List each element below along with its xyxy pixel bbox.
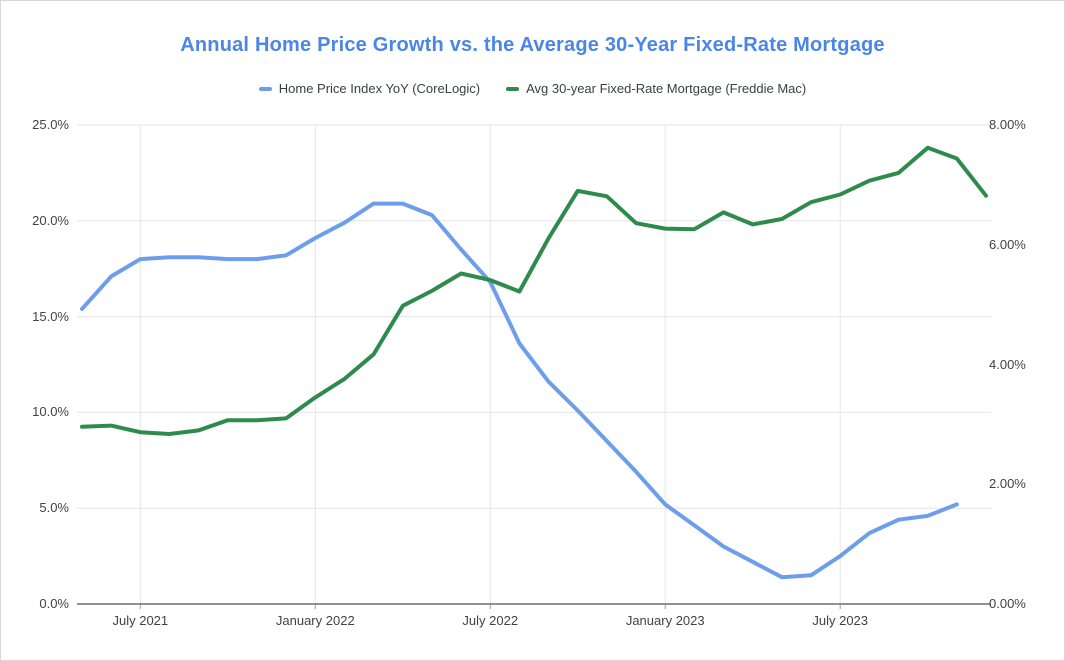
vertical-gridlines <box>139 125 841 609</box>
y-axis-left-tick-label: 10.0% <box>32 404 69 420</box>
legend: Home Price Index YoY (CoreLogic) Avg 30-… <box>1 81 1064 96</box>
y-axis-left-tick-label: 0.0% <box>39 596 69 611</box>
x-axis-tick-label: July 2023 <box>812 613 869 628</box>
legend-swatch-icon <box>258 86 272 91</box>
y-axis-left-tick-label: 5.0% <box>39 500 69 516</box>
chart-title: Annual Home Price Growth vs. the Average… <box>180 34 885 56</box>
y-axis-right-tick-label: 0.00% <box>989 596 1026 611</box>
x-axis-tick-label: January 2022 <box>275 613 355 628</box>
legend-item-mortgage-rate: Avg 30-year Fixed-Rate Mortgage (Freddie… <box>506 81 806 96</box>
y-axis-right-tick-label: 8.00% <box>989 117 1026 132</box>
horizontal-gridlines <box>77 124 991 509</box>
y-axis-left-tick-label: 15.0% <box>32 308 69 324</box>
x-axis-tick-label: July 2022 <box>462 613 519 628</box>
x-axis-tick-label: July 2021 <box>112 613 169 628</box>
series-line-1 <box>80 145 988 436</box>
y-axis-right-tick-label: 2.00% <box>989 476 1026 492</box>
y-axis-left-tick-label: 20.0% <box>32 212 69 228</box>
y-axis-left-tick-label: 25.0% <box>32 117 69 132</box>
legend-label: Avg 30-year Fixed-Rate Mortgage (Freddie… <box>526 81 807 96</box>
legend-label: Home Price Index YoY (CoreLogic) <box>278 81 481 96</box>
legend-item-home-price-index: Home Price Index YoY (CoreLogic) <box>258 81 481 96</box>
legend-swatch-icon <box>506 86 520 91</box>
series-line-0 <box>80 201 959 580</box>
x-axis-tick-label: January 2023 <box>625 613 705 628</box>
y-axis-right-tick-label: 6.00% <box>989 236 1026 252</box>
y-axis-right-tick-label: 4.00% <box>989 356 1026 372</box>
